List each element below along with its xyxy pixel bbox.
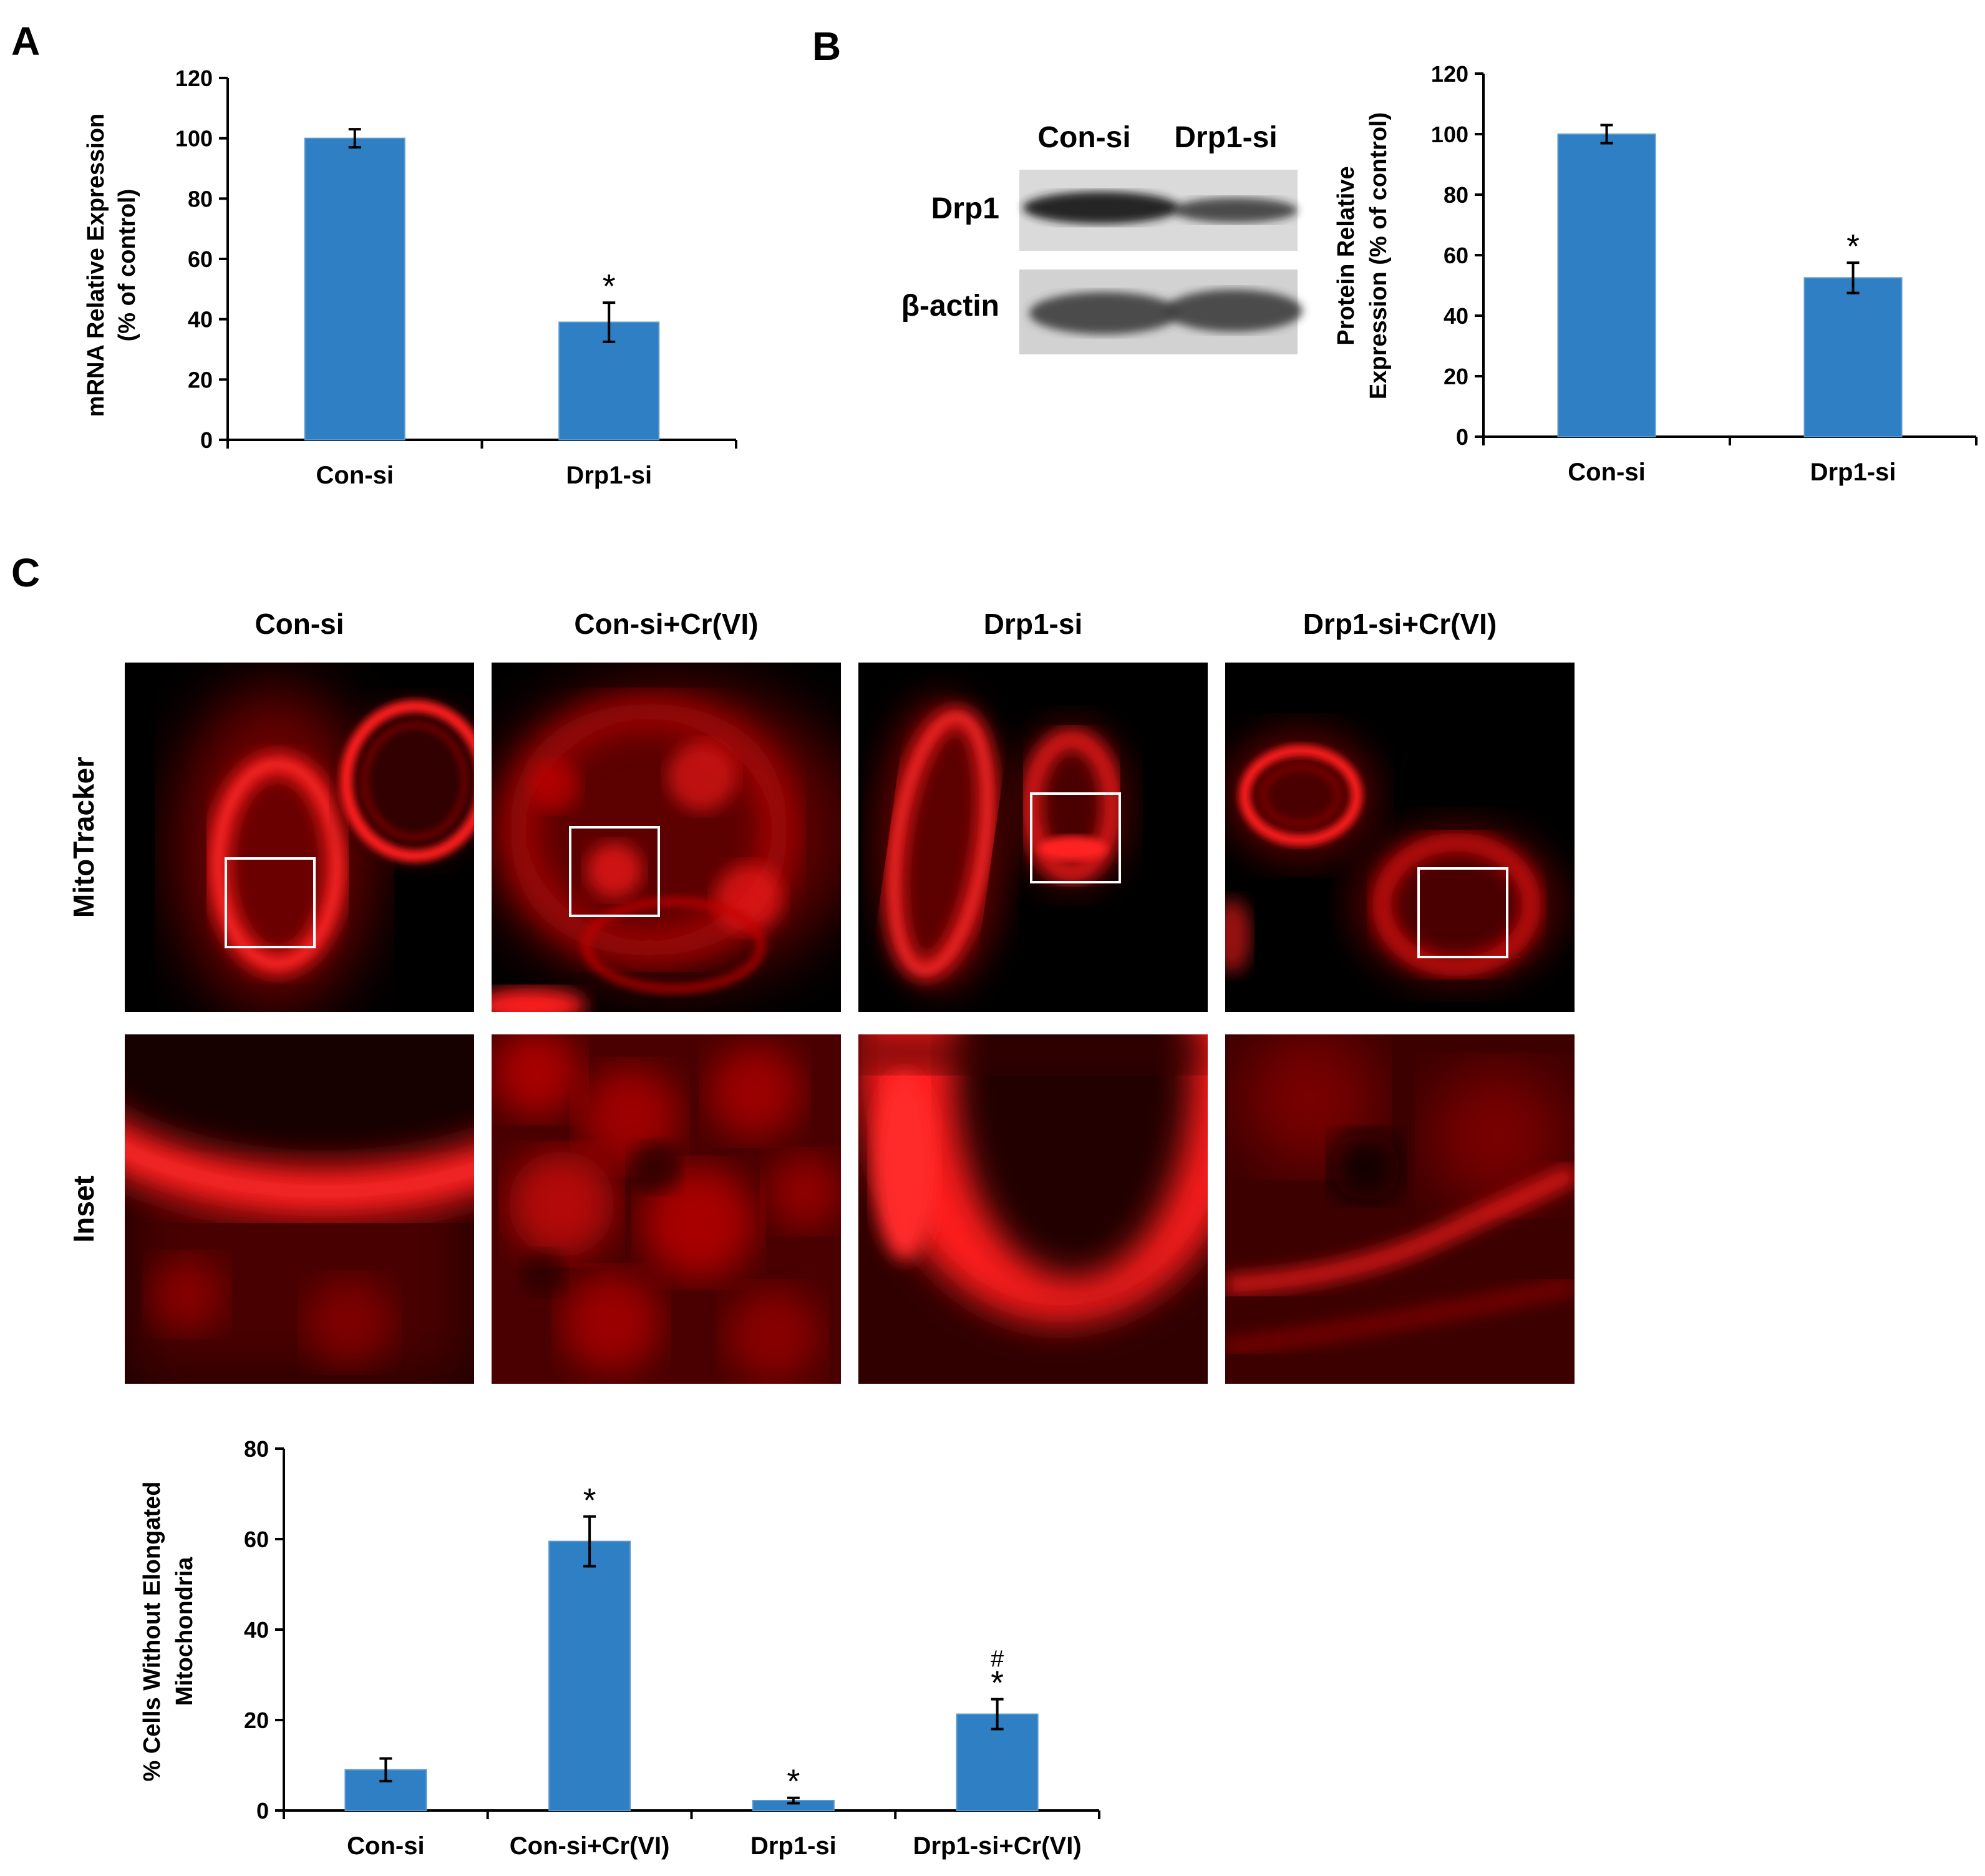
chart-a: mRNA Relative Expression (% of control) …: [83, 66, 737, 489]
chart-a-significance-mark: *: [603, 268, 616, 305]
chart-c-category-label: Con-si: [347, 1832, 424, 1860]
blot-band-drp1-con-si: [1023, 192, 1179, 224]
chart-b-significance-mark: *: [1847, 228, 1860, 265]
blot-band-actin-con-si: [1029, 292, 1179, 334]
micro-col-title-con-si: Con-si: [255, 608, 344, 640]
blot-lane-label-drp1-si: Drp1-si: [1174, 121, 1277, 154]
microscopy-grid: Con-si Con-si+Cr(VI) Drp1-si Drp1-si+Cr(…: [67, 608, 1575, 1384]
micro-image-con-si-crvi-mitotracker: [492, 663, 841, 1012]
chart-a-y-tick-label: 0: [200, 427, 213, 453]
chart-b-y-tick-label: 100: [1431, 122, 1468, 147]
micro-col-title-con-si-crvi: Con-si+Cr(VI): [574, 608, 758, 640]
micro-inset-drp1-si-crvi: [1225, 1034, 1575, 1384]
micro-image-drp1-si-mitotracker: [858, 663, 1208, 1012]
chart-a-y-tick-label: 60: [188, 246, 213, 272]
panel-letter-b: B: [812, 24, 841, 69]
chart-b-category-label: Con-si: [1568, 459, 1645, 486]
chart-a-y-tick-label: 100: [175, 126, 213, 152]
chart-c-significance-mark: *: [991, 1665, 1004, 1702]
blot-row-label-drp1: Drp1: [931, 192, 999, 225]
chart-c-y-tick-label: 80: [244, 1436, 269, 1462]
chart-b-y-tick-label: 60: [1444, 243, 1468, 268]
chart-c-significance-mark: *: [787, 1763, 800, 1801]
chart-c-bar-2: [548, 1540, 631, 1811]
chart-a-category-label: Drp1-si: [566, 462, 652, 489]
chart-b-y-tick-label: 40: [1444, 303, 1468, 329]
chart-b-y-tick-label: 0: [1456, 424, 1468, 450]
chart-b-bar-1: [1557, 134, 1656, 437]
chart-b-ylabel-line2: Expression (% of control): [1366, 112, 1392, 399]
chart-a-y-tick-label: 40: [188, 307, 213, 333]
chart-a-y-tick-label: 80: [188, 186, 213, 211]
blot-band-actin-drp1-si: [1165, 289, 1303, 332]
blot-row-label-actin: β-actin: [901, 289, 999, 323]
chart-b-ylabel-line1: Protein Relative: [1333, 166, 1359, 345]
panel-letter-a: A: [11, 19, 40, 64]
chart-c-category-label: Drp1-si: [750, 1832, 837, 1860]
chart-c-category-label: Drp1-si+Cr(VI): [913, 1832, 1082, 1860]
chart-b-y-tick-label: 20: [1444, 364, 1468, 389]
blot-lane-label-con-si: Con-si: [1037, 121, 1130, 154]
chart-c-significance-mark: *: [583, 1482, 596, 1519]
chart-a-y-tick-label: 20: [188, 367, 213, 392]
chart-c-category-label: Con-si+Cr(VI): [510, 1832, 670, 1860]
micro-col-title-drp1-si-crvi: Drp1-si+Cr(VI): [1303, 608, 1497, 640]
chart-c-y-tick-label: 40: [244, 1617, 269, 1643]
chart-c-significance-mark-hash: #: [991, 1646, 1004, 1673]
chart-c-ylabel-line1: % Cells Without Elongated: [139, 1482, 165, 1782]
panel-letter-c: C: [11, 550, 40, 595]
chart-a-y-tick-label: 120: [175, 66, 213, 91]
micro-image-con-si-mitotracker: [125, 663, 474, 1012]
chart-a-ylabel-line2: (% of control): [114, 189, 140, 342]
chart-b-category-label: Drp1-si: [1810, 459, 1896, 486]
chart-a-category-label: Con-si: [316, 462, 394, 489]
blot-band-drp1-drp1-si: [1173, 198, 1298, 223]
western-blot: Con-si Drp1-si Drp1 β-actin: [901, 121, 1303, 354]
chart-c-y-tick-label: 60: [244, 1527, 269, 1552]
chart-b: Protein Relative Expression (% of contro…: [1333, 61, 1978, 486]
chart-c: % Cells Without Elongated Mitochondria 0…: [139, 1436, 1100, 1860]
chart-b-bar-2: [1803, 277, 1903, 437]
chart-a-ylabel-line1: mRNA Relative Expression: [83, 114, 109, 417]
micro-inset-con-si: [125, 1034, 474, 1384]
chart-c-ylabel-line2: Mitochondria: [172, 1557, 198, 1706]
micro-row-title-inset: Inset: [67, 1175, 100, 1242]
micro-inset-con-si-crvi: [492, 1034, 841, 1384]
micro-col-title-drp1-si: Drp1-si: [984, 608, 1082, 640]
micro-row-title-mitotracker: MitoTracker: [67, 757, 100, 918]
chart-c-y-tick-label: 20: [244, 1708, 269, 1733]
micro-inset-drp1-si: [858, 1034, 1208, 1384]
chart-c-y-tick-label: 0: [256, 1798, 269, 1824]
chart-b-y-tick-label: 80: [1444, 182, 1468, 208]
chart-a-bar-1: [304, 137, 405, 441]
chart-b-y-tick-label: 120: [1431, 61, 1468, 87]
micro-image-drp1-si-crvi-mitotracker: [1225, 663, 1575, 1012]
